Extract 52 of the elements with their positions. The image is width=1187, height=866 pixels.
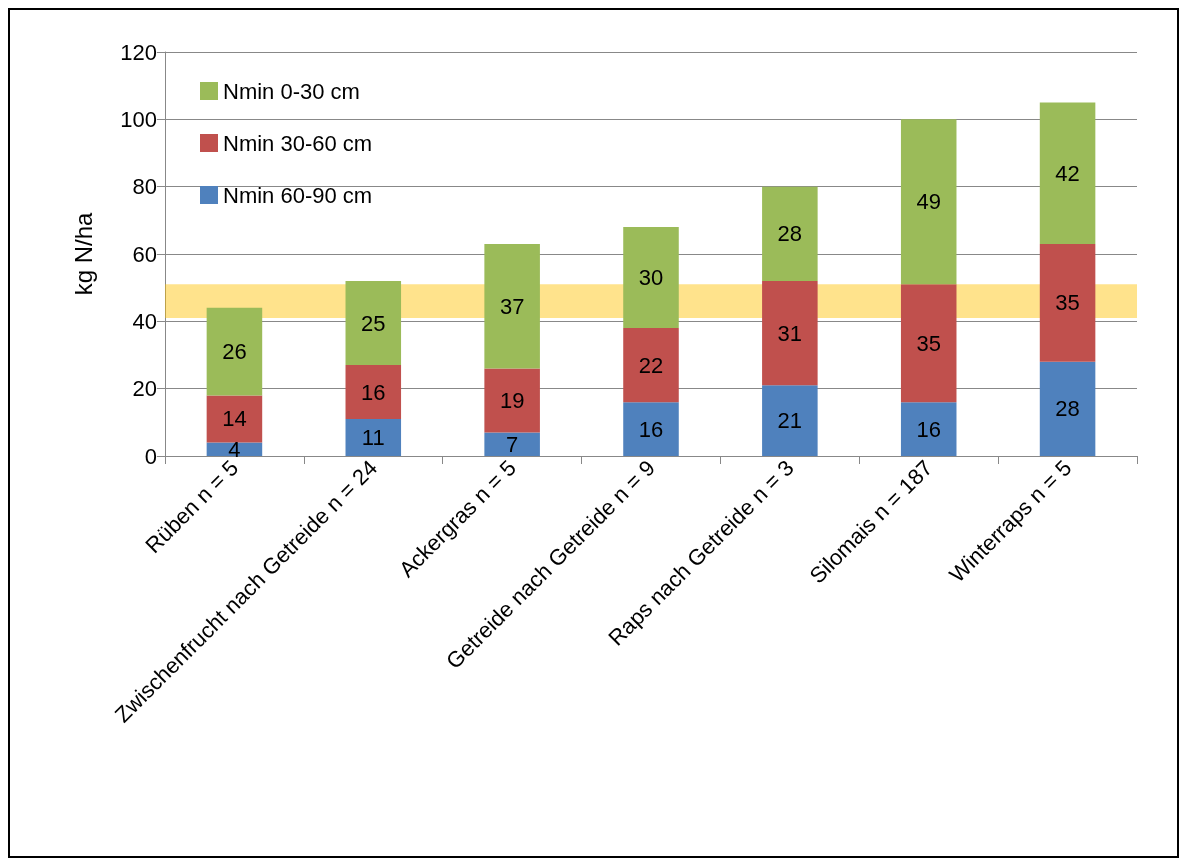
data-label: 49 (916, 189, 941, 215)
bar (762, 186, 818, 281)
bar (345, 365, 402, 419)
bar (206, 395, 263, 443)
bar (345, 280, 402, 366)
bar (623, 227, 679, 329)
data-label: 35 (916, 330, 941, 356)
y-tick-label: 20 (132, 376, 157, 402)
bar (623, 328, 679, 403)
bar (1039, 243, 1096, 362)
bar (762, 385, 818, 456)
data-label: 28 (777, 221, 803, 247)
data-label: 31 (777, 320, 803, 346)
bar (484, 432, 540, 456)
y-tick-label: 120 (120, 39, 157, 65)
legend-label: Nmin 30-60 cm (223, 130, 373, 156)
bar (623, 402, 679, 456)
data-label: 30 (638, 265, 664, 291)
y-axis-title: kg N/ha (69, 212, 97, 296)
data-label: 21 (777, 408, 803, 434)
legend-label: Nmin 0-30 cm (223, 78, 360, 104)
data-label: 4 (228, 436, 241, 462)
data-label: 25 (361, 310, 386, 336)
data-label: 26 (222, 339, 247, 365)
data-label: 11 (361, 424, 385, 450)
legend-label: Nmin 60-90 cm (223, 182, 373, 208)
data-label: 28 (1055, 396, 1080, 422)
bar (206, 307, 263, 396)
bar (484, 368, 540, 433)
data-label: 42 (1055, 160, 1080, 186)
bar (900, 119, 957, 285)
data-label: 16 (916, 416, 941, 442)
data-label: 7 (506, 431, 519, 457)
data-label: 37 (499, 293, 525, 319)
data-label: 16 (638, 416, 664, 442)
data-label: 19 (499, 387, 525, 413)
bar (484, 243, 540, 369)
y-tick-label: 60 (132, 241, 157, 267)
data-label: 16 (361, 379, 386, 405)
y-tick-label: 100 (120, 106, 157, 132)
bar (1039, 102, 1096, 244)
bar (762, 280, 818, 386)
data-label: 22 (638, 352, 664, 378)
y-tick-label: 0 (144, 443, 157, 469)
data-label: 14 (222, 406, 247, 432)
y-tick-label: 40 (132, 308, 157, 334)
data-label: 35 (1055, 290, 1080, 316)
bar (900, 402, 957, 456)
y-tick-label: 80 (132, 174, 157, 200)
bar (1039, 361, 1096, 456)
bar (900, 284, 957, 403)
bar (345, 418, 402, 456)
